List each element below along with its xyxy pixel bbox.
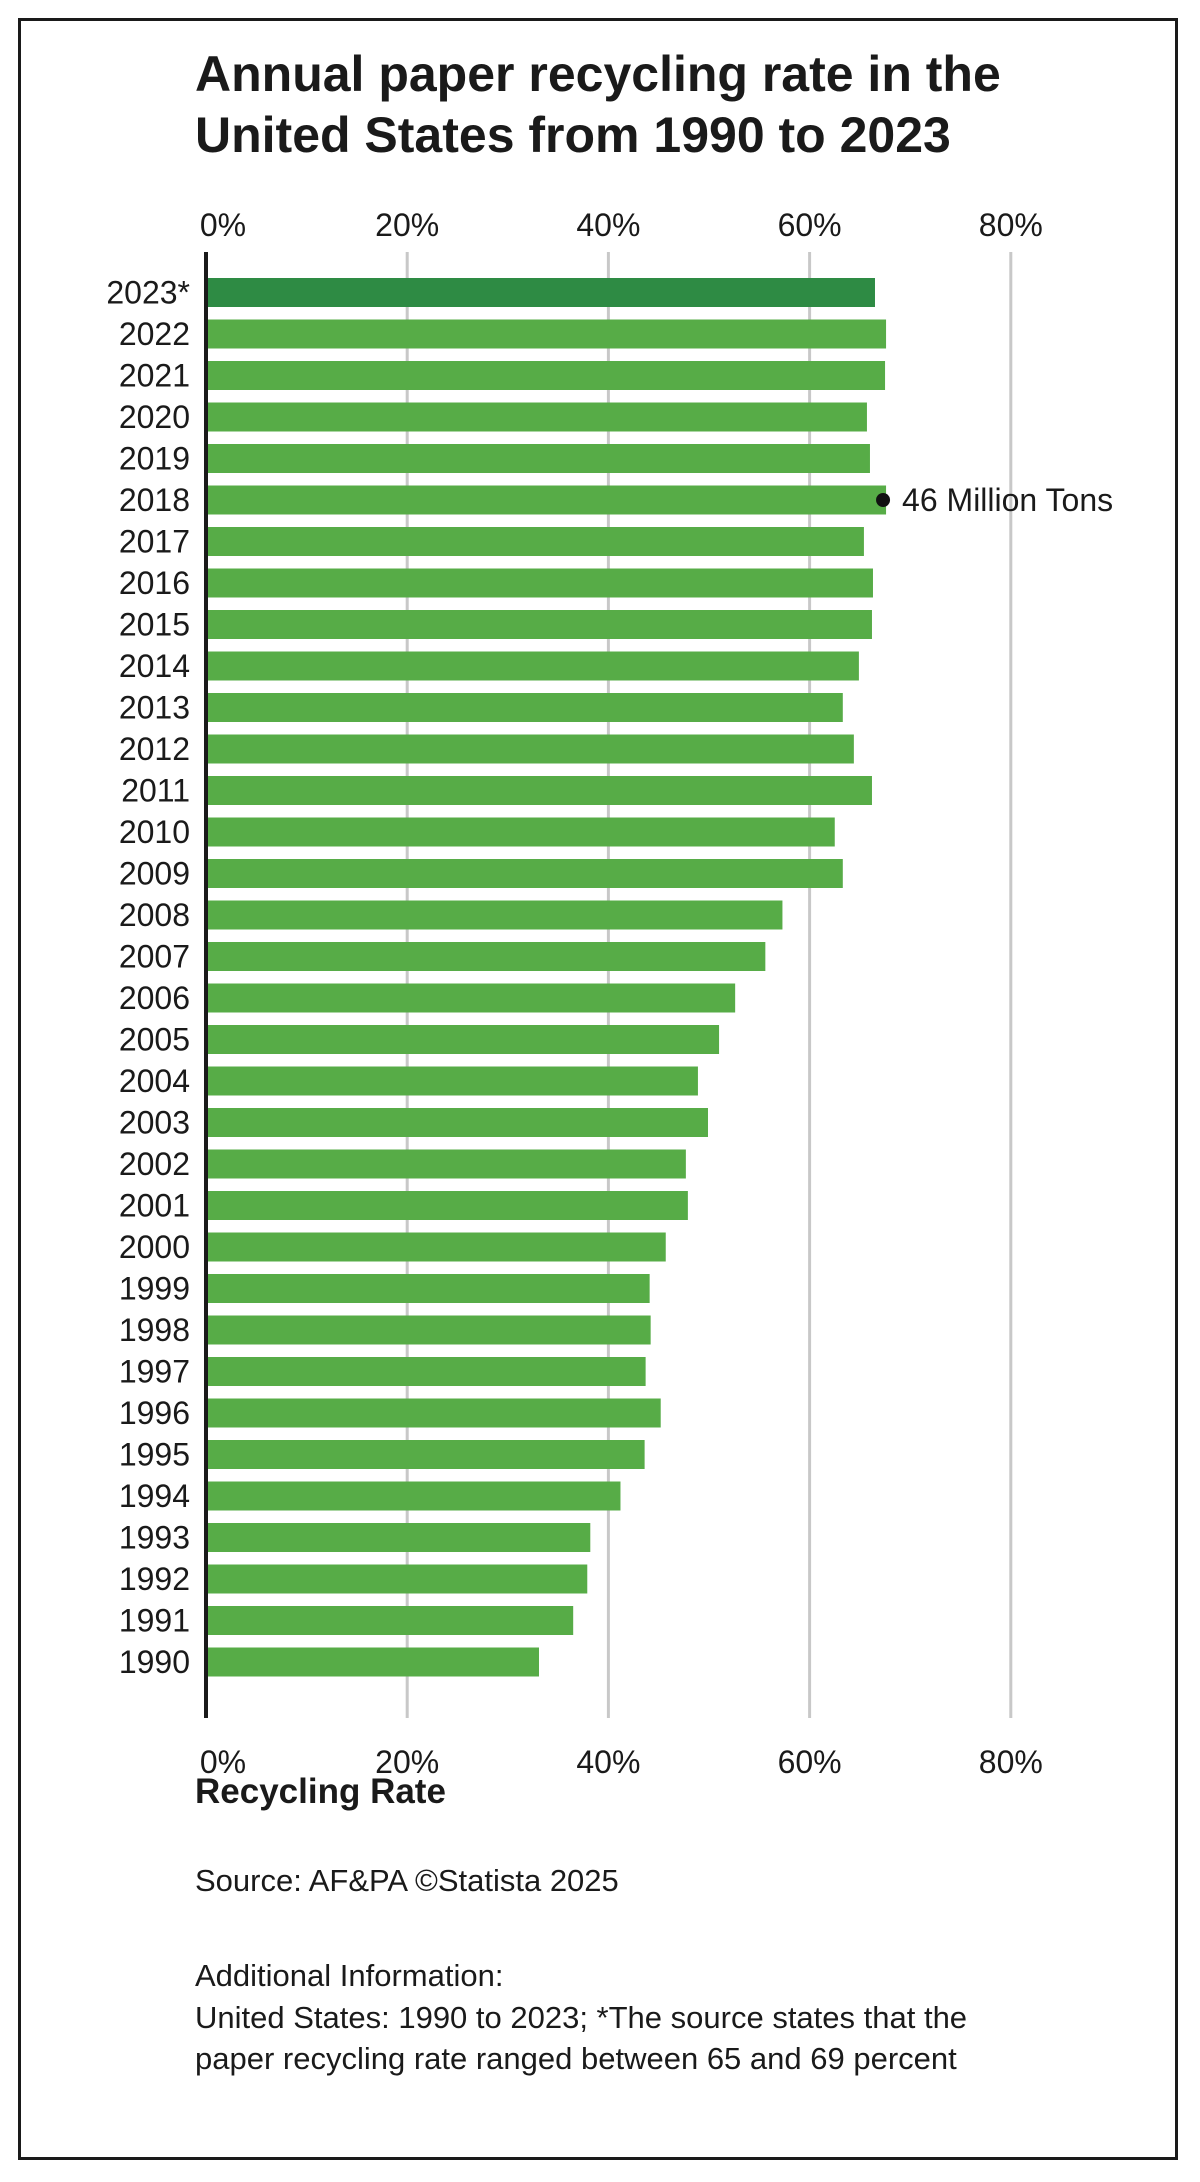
category-label-2015: 2015 <box>119 607 190 643</box>
category-label-2000: 2000 <box>119 1229 190 1265</box>
bar-1999[interactable] <box>206 1274 650 1303</box>
category-label-2012: 2012 <box>119 731 190 767</box>
bar-2005[interactable] <box>206 1025 720 1054</box>
bar-chart: 2023* 2022 2021 2020 2019 2018 2017 2016 2015 201… <box>106 207 1113 1780</box>
category-label-2017: 2017 <box>119 524 190 560</box>
category-label-1997: 1997 <box>119 1354 190 1390</box>
category-label-2007: 2007 <box>119 939 190 975</box>
bar-2007[interactable] <box>206 942 766 971</box>
x-tick-label-top-80: 80% <box>979 207 1043 243</box>
category-label-2001: 2001 <box>119 1188 190 1224</box>
info-line-1: United States: 1990 to 2023; *The source… <box>195 2000 968 2035</box>
bar-2019[interactable] <box>206 444 870 473</box>
labels: 2023* 2022 2021 2020 2019 2018 2017 2016 2015 201… <box>106 207 1113 1780</box>
category-label-1991: 1991 <box>119 1603 190 1639</box>
category-label-2004: 2004 <box>119 1063 190 1099</box>
bar-2003[interactable] <box>206 1108 708 1137</box>
bar-1995[interactable] <box>206 1440 645 1469</box>
category-label-2009: 2009 <box>119 856 190 892</box>
category-label-2010: 2010 <box>119 814 190 850</box>
category-label-2018: 2018 <box>119 482 190 518</box>
category-label-1995: 1995 <box>119 1437 190 1473</box>
category-label-1994: 1994 <box>119 1478 190 1514</box>
bar-2001[interactable] <box>206 1191 688 1220</box>
category-label-2021: 2021 <box>119 358 190 394</box>
category-label-2019: 2019 <box>119 441 190 477</box>
x-tick-label-bottom-60: 60% <box>778 1744 842 1780</box>
chart-title-line-2: United States from 1990 to 2023 <box>195 107 951 163</box>
x-tick-label-bottom-40: 40% <box>576 1744 640 1780</box>
bar-2009[interactable] <box>206 859 843 888</box>
x-tick-label-top-20: 20% <box>375 207 439 243</box>
category-label-2016: 2016 <box>119 565 190 601</box>
bar-2017[interactable] <box>206 527 864 556</box>
info-line-2: paper recycling rate ranged between 65 a… <box>195 2041 957 2076</box>
category-label-2008: 2008 <box>119 897 190 933</box>
x-tick-label-bottom-80: 80% <box>979 1744 1043 1780</box>
category-label-1993: 1993 <box>119 1520 190 1556</box>
bar-2021[interactable] <box>206 361 886 390</box>
bar-1994[interactable] <box>206 1481 621 1511</box>
bar-2018[interactable] <box>206 485 887 515</box>
category-label-1996: 1996 <box>119 1395 190 1431</box>
category-label-1999: 1999 <box>119 1271 190 1307</box>
bar-2002[interactable] <box>206 1149 686 1179</box>
bar-1997[interactable] <box>206 1357 646 1386</box>
x-tick-label-bottom-20: 20% <box>375 1744 439 1780</box>
category-label-2013: 2013 <box>119 690 190 726</box>
bar-2006[interactable] <box>206 983 736 1013</box>
bar-1990[interactable] <box>206 1647 539 1677</box>
x-tick-label-bottom-0: 0% <box>200 1744 246 1780</box>
chart-frame <box>18 18 1178 2160</box>
bar-2008[interactable] <box>206 900 783 930</box>
bar-1993[interactable] <box>206 1523 591 1552</box>
bar-2015[interactable] <box>206 610 872 639</box>
bar-1998[interactable] <box>206 1315 651 1345</box>
category-label-2022: 2022 <box>119 316 190 352</box>
chart-title-line-1: Annual paper recycling rate in the <box>195 46 1001 102</box>
bar-2023[interactable] <box>206 278 875 307</box>
additional-information: Additional Information: United States: 1… <box>195 1955 1125 2079</box>
category-label-2005: 2005 <box>119 1022 190 1058</box>
bar-1992[interactable] <box>206 1564 588 1594</box>
x-axis-title: Recycling Rate <box>195 1772 446 1811</box>
info-heading: Additional Information: <box>195 1958 504 1993</box>
bar-2004[interactable] <box>206 1066 698 1096</box>
category-label-1998: 1998 <box>119 1312 190 1348</box>
x-tick-label-top-60: 60% <box>778 207 842 243</box>
category-label-2006: 2006 <box>119 980 190 1016</box>
category-label-2002: 2002 <box>119 1146 190 1182</box>
bar-1991[interactable] <box>206 1606 574 1635</box>
x-tick-label-top-0: 0% <box>200 207 246 243</box>
x-tick-label-top-40: 40% <box>576 207 640 243</box>
category-label-2014: 2014 <box>119 648 190 684</box>
bar-1996[interactable] <box>206 1398 661 1428</box>
category-label-2011: 2011 <box>121 773 190 809</box>
bar-2016[interactable] <box>206 568 873 598</box>
annotation-marker <box>876 493 891 507</box>
bar-2013[interactable] <box>206 693 843 722</box>
bars <box>206 278 887 1677</box>
category-label-1992: 1992 <box>119 1561 190 1597</box>
category-label-2020: 2020 <box>119 399 190 435</box>
bar-2012[interactable] <box>206 734 854 764</box>
category-label-2003: 2003 <box>119 1105 190 1141</box>
bar-2010[interactable] <box>206 817 835 847</box>
bar-2022[interactable] <box>206 319 887 349</box>
source-note: Source: AF&PA ©Statista 2025 <box>195 1863 619 1898</box>
category-label-2023: 2023* <box>106 275 190 311</box>
bar-2000[interactable] <box>206 1232 666 1262</box>
category-label-1990: 1990 <box>119 1644 190 1680</box>
chart-title: Annual paper recycling rate in the Unite… <box>195 44 1095 166</box>
annotation-label: 46 Million Tons <box>902 482 1113 518</box>
bar-2011[interactable] <box>206 776 872 805</box>
bar-2020[interactable] <box>206 402 867 432</box>
bar-2014[interactable] <box>206 651 859 681</box>
